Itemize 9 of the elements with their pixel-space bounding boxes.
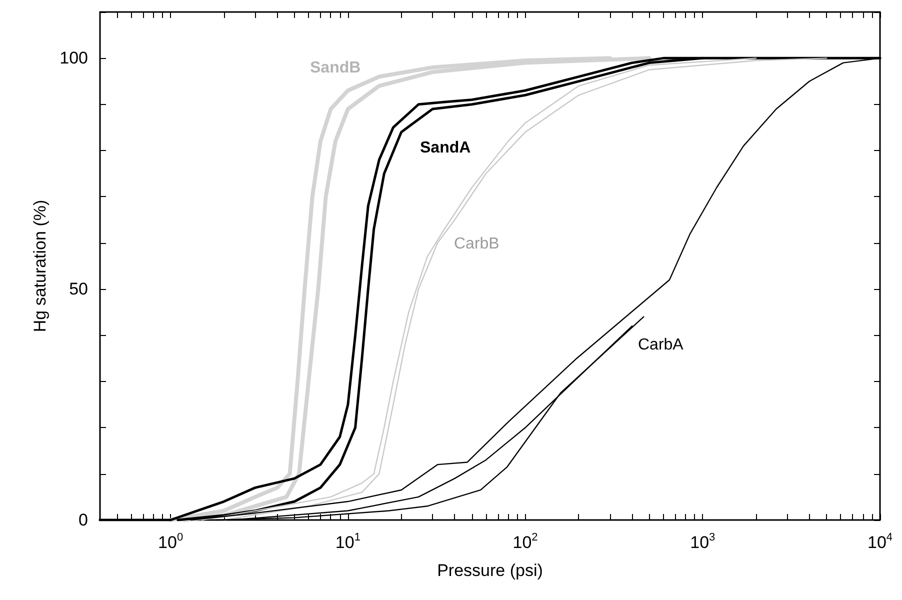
annotation: SandB — [310, 60, 361, 76]
y-tick-label: 0 — [78, 510, 88, 530]
y-axis-title: Hg saturation (%) — [30, 200, 50, 332]
annotation: CarbA — [638, 336, 684, 354]
annotation: CarbB — [454, 236, 500, 252]
annotation: SandA — [420, 140, 472, 156]
x-axis-title: Pressure (psi) — [437, 561, 543, 580]
y-tick-label: 100 — [60, 48, 88, 68]
y-tick-label: 50 — [69, 280, 88, 299]
